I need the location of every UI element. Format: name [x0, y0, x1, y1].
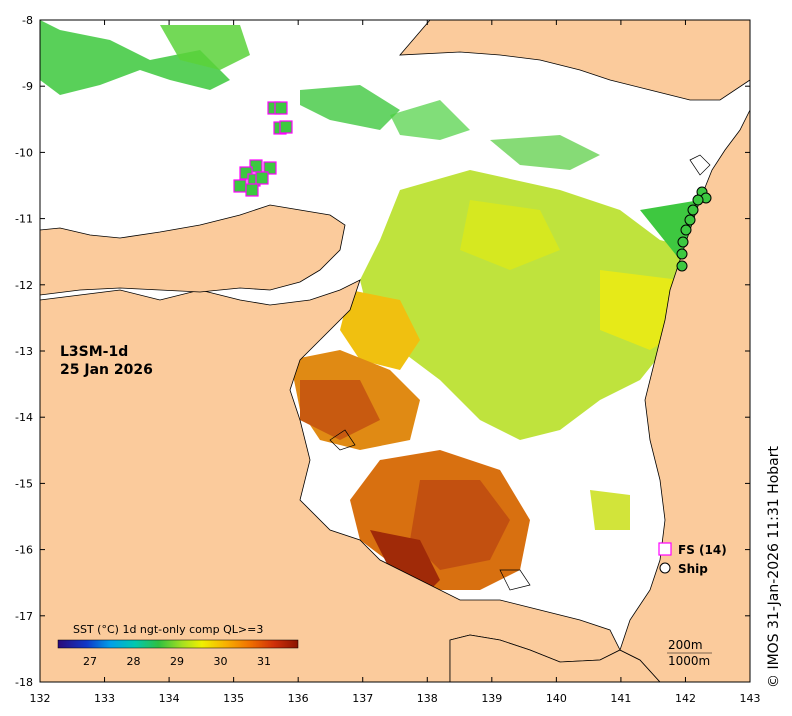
x-tick-label: 142	[675, 692, 696, 705]
product-title: L3SM-1d	[60, 344, 129, 360]
y-tick-label: -13	[15, 345, 33, 358]
ship-markers	[676, 186, 712, 272]
sst-green-north	[40, 20, 600, 170]
y-tick-label: -11	[15, 213, 33, 226]
x-axis: 132 133 134 135 136 137 138 139 140 141 142 143	[30, 20, 761, 705]
credit-text: © IMOS 31-Jan-2026 11:31 Hobart	[766, 446, 782, 688]
x-tick-label: 134	[159, 692, 180, 705]
colorbar-tick-label: 30	[214, 655, 228, 668]
ship-marker	[692, 194, 704, 206]
x-tick-label: 135	[223, 692, 244, 705]
y-tick-label: -14	[15, 411, 33, 424]
x-tick-label: 139	[481, 692, 502, 705]
ship-marker	[676, 248, 688, 260]
fs-marker	[255, 171, 269, 185]
y-tick-label: -10	[15, 146, 33, 159]
ship-marker	[680, 224, 692, 236]
colorbar: SST (°C) 1d ngt-only comp QL>=3 27 28 29 30…	[57, 623, 299, 668]
fs-markers	[233, 101, 293, 197]
fs-legend-symbol	[658, 542, 672, 556]
x-tick-label: 133	[94, 692, 115, 705]
depth-200m: 200m	[668, 638, 703, 652]
fs-marker	[274, 101, 288, 115]
x-tick-label: 136	[288, 692, 309, 705]
y-tick-label: -9	[22, 80, 33, 93]
coastline-details	[329, 154, 711, 591]
y-tick-label: -16	[15, 544, 33, 557]
land	[40, 20, 750, 682]
ship-marker	[676, 260, 688, 272]
colorbar-tick-label: 28	[127, 655, 141, 668]
x-tick-label: 141	[610, 692, 631, 705]
fs-marker	[233, 179, 247, 193]
fs-marker	[263, 161, 277, 175]
colorbar-title: SST (°C) 1d ngt-only comp QL>=3	[73, 623, 263, 636]
x-tick-label: 132	[30, 692, 51, 705]
ship-legend-symbol	[659, 562, 671, 574]
y-tick-label: -17	[15, 610, 33, 623]
y-axis: -8 -9 -10 -11 -12 -13 -14 -15 -16 -17 -18	[15, 14, 750, 689]
x-tick-label: 137	[352, 692, 373, 705]
x-tick-label: 140	[546, 692, 567, 705]
depth-1000m: 1000m	[668, 654, 710, 668]
colorbar-tick-label: 27	[83, 655, 97, 668]
fs-marker	[245, 183, 259, 197]
colorbar-tick-label: 31	[257, 655, 271, 668]
product-date: 25 Jan 2026	[60, 362, 153, 378]
ship-marker	[677, 236, 689, 248]
fs-legend-label: FS (14)	[678, 543, 727, 557]
sst-orange-gulf	[290, 290, 630, 655]
ship-marker	[684, 214, 696, 226]
x-tick-label: 143	[740, 692, 761, 705]
depth-legend: 200m 1000m	[667, 638, 712, 668]
y-tick-label: -18	[15, 676, 33, 689]
y-tick-label: -8	[22, 14, 33, 27]
fs-marker	[279, 120, 293, 134]
colorbar-gradient	[57, 639, 299, 649]
legend: FS (14) Ship	[658, 542, 727, 576]
ship-marker	[687, 204, 699, 216]
x-tick-label: 138	[417, 692, 438, 705]
colorbar-tick-label: 29	[170, 655, 184, 668]
ship-legend-label: Ship	[678, 562, 708, 576]
sst-yellowgreen-central	[360, 170, 720, 440]
y-tick-label: -15	[15, 477, 33, 490]
y-tick-label: -12	[15, 279, 33, 292]
